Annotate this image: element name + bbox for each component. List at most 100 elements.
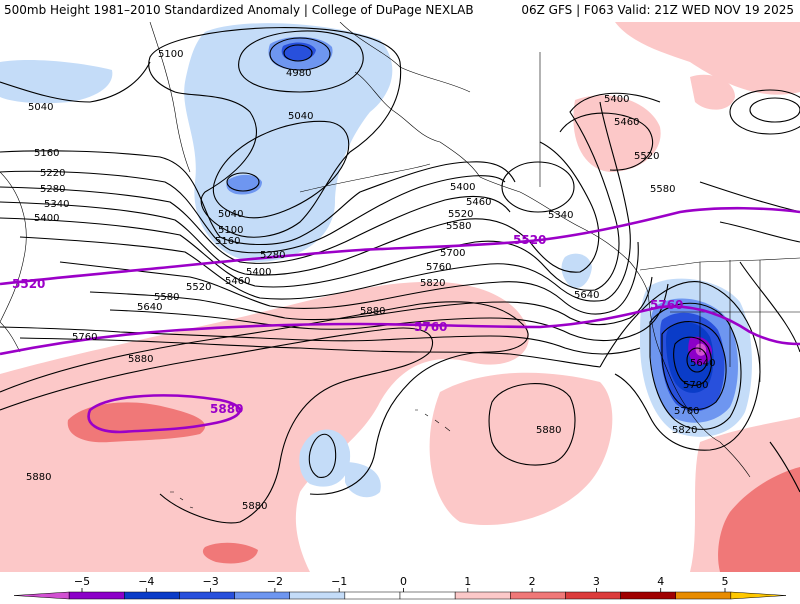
label-5880: 5880 (360, 306, 385, 317)
contour-5880-hawaii (488, 383, 576, 466)
contour-5700 (0, 326, 641, 355)
reference-contours (0, 206, 800, 434)
legend-swatch (730, 591, 787, 600)
hawaii-islands (415, 409, 451, 432)
positive-anomaly-bc (573, 95, 661, 172)
positive-anomaly-northeast (615, 22, 800, 95)
purple-label-5760: 5760 (414, 320, 447, 334)
legend-swatch (399, 591, 456, 600)
legend-swatch (124, 591, 180, 600)
contour-5520 (59, 241, 639, 315)
label-5820: 5820 (420, 278, 445, 289)
contour-5040-kamchatka (226, 172, 260, 192)
model-valid-time: 06Z GFS | F063 Valid: 21Z WED NOV 19 202… (521, 3, 794, 17)
label-5040-west: 5040 (28, 102, 53, 113)
label-5640: 5640 (137, 302, 162, 313)
strong-positive-anomaly-southeast (718, 467, 800, 572)
contour-5820 (0, 301, 529, 495)
label-5760: 5760 (426, 262, 451, 273)
contour-5340-gulf (501, 161, 575, 213)
japan (0, 321, 21, 353)
legend-tick-label: 1 (464, 575, 471, 588)
contour-5880-hawaii-inner (308, 433, 337, 478)
label-5400: 5400 (34, 213, 59, 224)
legend-tick-label: 4 (657, 575, 664, 588)
contour-5640-cal (673, 336, 713, 387)
legend-bars (13, 591, 787, 600)
header-bar: 500mb Height 1981–2010 Standardized Anom… (0, 0, 800, 22)
label-5280-b: 5280 (260, 250, 285, 261)
purple-label-5880: 5880 (210, 402, 243, 416)
reference-labels: 5520 5520 5760 5760 5880 (12, 233, 683, 416)
label-5760-west: 5760 (72, 332, 97, 343)
strong-positive-anomaly-south (202, 542, 258, 564)
legend-tick-label: 2 (529, 575, 536, 588)
label-5760-cal: 5760 (674, 406, 699, 417)
map-title: 500mb Height 1981–2010 Standardized Anom… (4, 3, 474, 17)
contour-4980-inner (283, 44, 313, 62)
anomaly-shading (0, 22, 800, 572)
negative-anomaly-bering (184, 23, 393, 263)
contour-5760-cal (649, 302, 742, 430)
contour-5460 (19, 101, 631, 302)
contour-east-2 (719, 221, 800, 243)
legend-tick-label: −4 (138, 575, 154, 588)
legend-ticks: −5 −4 −3 −2 −1 0 1 2 3 4 5 (74, 575, 729, 592)
contour-east-3 (699, 181, 800, 213)
map-canvas[interactable]: 4980 5100 5040 5040 5040 5100 5160 5160 … (0, 22, 800, 572)
height-contours (0, 27, 800, 524)
contour-5820-cal (599, 281, 761, 451)
legend-swatch (565, 591, 621, 600)
label-5340: 5340 (44, 199, 69, 210)
label-5640-cal: 5640 (690, 358, 715, 369)
contour-5340 (0, 141, 600, 276)
label-5160: 5160 (34, 148, 59, 159)
label-5700-cal: 5700 (683, 380, 708, 391)
negative-anomaly-california-peak (695, 343, 707, 356)
contour-5880-main (0, 327, 434, 524)
purple-label-5520-west: 5520 (12, 277, 45, 291)
contour-5400-bc (559, 112, 653, 171)
bc-coast (519, 191, 649, 293)
label-5880-south: 5880 (242, 501, 267, 512)
legend-tick-label: −2 (267, 575, 283, 588)
contour-5700-cal (661, 321, 727, 411)
contour-5280-ne (749, 97, 800, 123)
label-5460: 5460 (466, 197, 491, 208)
label-5880-south-west: 5880 (26, 472, 51, 483)
contour-5280 (0, 186, 511, 264)
purple-label-5760-cal: 5760 (650, 298, 683, 312)
label-5400-mid: 5400 (450, 182, 475, 193)
contour-4980 (269, 37, 331, 71)
label-4980: 4980 (286, 68, 311, 79)
label-5820-cal: 5820 (672, 425, 697, 436)
positive-anomaly-west (0, 281, 529, 572)
legend-swatch (289, 591, 346, 600)
positive-anomaly-greenland (690, 74, 735, 110)
legend-tick-label: −5 (74, 575, 90, 588)
legend-swatch (510, 591, 566, 600)
alaska-coast (354, 71, 521, 193)
legend-tick-label: −3 (202, 575, 218, 588)
label-5340-gulf: 5340 (548, 210, 573, 221)
legend-swatch (68, 591, 125, 600)
legend-swatch (344, 591, 401, 600)
strong-positive-anomaly-west-pacific (67, 402, 206, 443)
label-5040-bering: 5040 (288, 111, 313, 122)
legend-swatch (454, 591, 511, 600)
label-5580: 5580 (446, 221, 471, 232)
label-5580-bc: 5580 (650, 184, 675, 195)
positive-anomaly-hawaii-east (429, 372, 613, 526)
kamchatka (149, 22, 191, 173)
canada-us-border (639, 257, 800, 271)
contour-5160 (0, 150, 516, 246)
label-5400-bc: 5400 (604, 94, 629, 105)
purple-contour-5880 (87, 394, 241, 434)
legend-swatch (620, 591, 676, 600)
contour-5100-bering (148, 27, 402, 238)
label-5160-b: 5160 (215, 236, 240, 247)
contour-5220 (0, 170, 506, 254)
aleutian-chain (299, 163, 431, 193)
legend-tick-label: −1 (331, 575, 347, 588)
label-5460-bc: 5460 (614, 117, 639, 128)
